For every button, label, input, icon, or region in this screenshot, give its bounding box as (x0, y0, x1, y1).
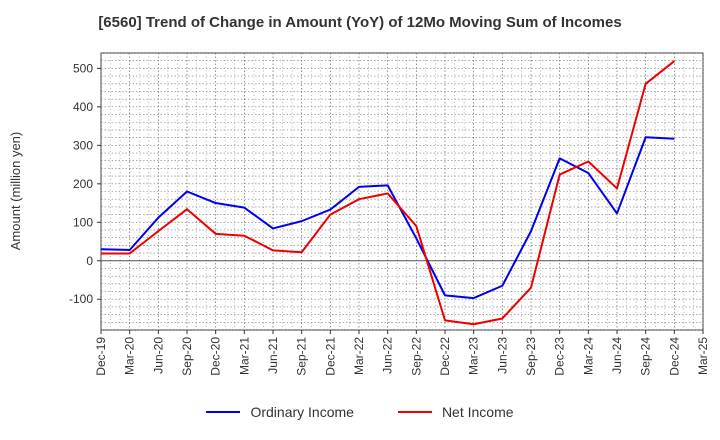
legend-label-net-income: Net Income (441, 404, 514, 420)
legend-swatch-net-income (397, 411, 432, 413)
grid (100, 52, 704, 331)
y-tick-label: 0 (86, 254, 93, 268)
x-tick-label: Sep-21 (295, 337, 309, 376)
legend: Ordinary Income Net Income (0, 404, 720, 420)
y-axis-ticks: -100 0 100 200 300 400 500 (69, 61, 101, 306)
y-tick-label: 300 (73, 138, 93, 152)
x-tick-label: Dec-20 (209, 337, 223, 376)
series-line-ordinary-income (100, 136, 675, 300)
x-tick-label: Mar-21 (237, 337, 251, 375)
x-tick-label: Mar-23 (467, 337, 481, 375)
y-tick-label: -100 (69, 292, 93, 306)
x-tick-label: Mar-20 (123, 337, 137, 375)
x-tick-label: Jun-22 (381, 337, 395, 374)
x-tick-label: Sep-23 (524, 337, 538, 376)
series-line-net-income (101, 60, 675, 326)
x-tick-label: Sep-20 (180, 337, 194, 376)
y-axis-label: Amount (million yen) (8, 132, 23, 251)
x-tick-label: Jun-20 (151, 337, 165, 374)
x-tick-label: Sep-24 (639, 337, 653, 376)
x-tick-label: Mar-24 (581, 337, 595, 375)
x-tick-label: Dec-19 (94, 337, 108, 376)
x-tick-label: Mar-22 (352, 337, 366, 375)
y-tick-label: 400 (73, 100, 93, 114)
x-axis-ticks: Dec-19 Mar-20 Jun-20 Sep-20 Dec-20 Mar-21 Jun-… (94, 330, 710, 376)
x-tick-label: Sep-22 (409, 337, 423, 376)
x-tick-label: Jun-21 (266, 337, 280, 374)
x-tick-label: Jun-23 (495, 337, 509, 374)
chart-title: [6560] Trend of Change in Amount (YoY) o… (98, 14, 622, 31)
x-tick-label: Dec-24 (667, 337, 681, 376)
x-tick-label: Dec-22 (438, 337, 452, 376)
y-tick-label: 500 (73, 61, 93, 75)
legend-swatch-ordinary-income (206, 411, 241, 413)
series-layer (100, 60, 675, 326)
legend-label-ordinary-income: Ordinary Income (250, 404, 354, 420)
legend-item-ordinary-income: Ordinary Income (206, 404, 354, 420)
y-tick-label: 200 (73, 177, 93, 191)
x-tick-label: Mar-25 (696, 337, 710, 375)
x-tick-label: Jun-24 (610, 337, 624, 374)
legend-item-net-income: Net Income (397, 404, 514, 420)
y-tick-label: 100 (73, 215, 93, 229)
x-tick-label: Dec-23 (553, 337, 567, 376)
x-tick-label: Dec-21 (323, 337, 337, 376)
